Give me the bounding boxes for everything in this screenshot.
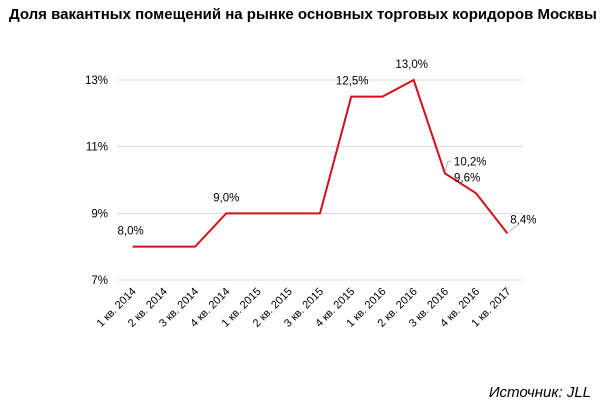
gridlines [117, 79, 523, 281]
data-label: 10,2% [454, 156, 487, 168]
data-labels: 8,0% 9,0% 12,5% 13,0% 10,2% 9,6% 8,4% [118, 59, 537, 238]
y-tick-label: 11% [86, 142, 108, 154]
series-line-0 [132, 78, 509, 248]
data-label: 12,5% [336, 76, 369, 88]
data-label: 8,0% [118, 226, 144, 238]
data-label: 9,0% [213, 192, 239, 204]
source-note: Источник: JLL [489, 384, 591, 401]
data-label: 13,0% [395, 59, 428, 71]
data-label: 9,6% [454, 172, 480, 184]
y-axis-ticks: 7% 9% 11% 13% [85, 75, 108, 287]
label-leader [444, 160, 451, 172]
label-leader [509, 225, 518, 232]
chart-title: Доля вакантных помещений на рынке основн… [9, 6, 597, 23]
y-tick-label: 9% [91, 208, 108, 220]
series-layer [132, 78, 509, 248]
y-tick-label: 7% [91, 275, 108, 287]
y-tick-label: 13% [85, 75, 108, 87]
data-label: 8,4% [510, 214, 536, 226]
